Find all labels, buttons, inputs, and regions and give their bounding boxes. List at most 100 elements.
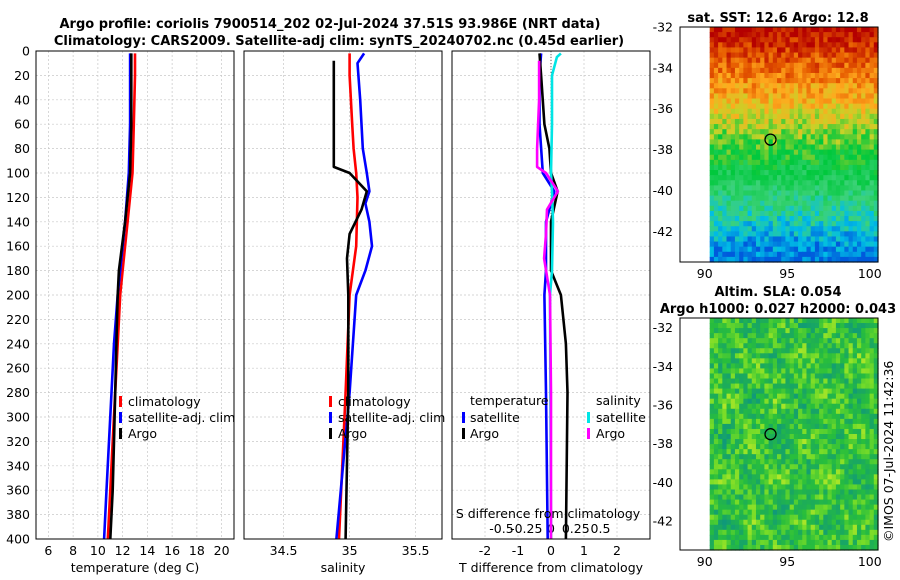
map-cell [793, 423, 799, 430]
map-cell [873, 108, 879, 115]
map-cell [823, 408, 829, 415]
map-cell [823, 78, 829, 84]
map-cell [755, 348, 761, 354]
map-cell [751, 524, 757, 531]
map-cell [751, 529, 757, 536]
map-cell [739, 67, 744, 74]
map-cell [751, 514, 757, 521]
map-cell [827, 328, 833, 334]
map-cell [802, 544, 808, 551]
map-cell [852, 504, 858, 511]
map-cell [848, 205, 854, 212]
map-cell [755, 444, 761, 450]
map-cell [869, 134, 875, 140]
map-cell [755, 154, 761, 161]
map-cell [781, 190, 787, 197]
map-cell [709, 323, 715, 329]
map-cell [856, 72, 862, 79]
map-cell [726, 103, 732, 110]
map-cell [743, 108, 749, 115]
map-cell [743, 241, 749, 248]
map-cell [722, 210, 728, 217]
map-cell [844, 428, 850, 435]
map-cell [781, 52, 787, 59]
map-cell [777, 408, 782, 415]
map-cell [755, 474, 761, 480]
map-cell [819, 479, 824, 486]
map-cell [739, 439, 744, 445]
map-cell [814, 185, 820, 192]
map-cell [743, 154, 749, 161]
map-cell [865, 103, 871, 110]
map-cell [785, 403, 791, 410]
map-cell [798, 124, 803, 130]
map-cell [743, 144, 749, 151]
map-cell [852, 484, 858, 491]
map-cell [806, 241, 812, 248]
map-cell [831, 124, 837, 130]
map-cell [835, 434, 841, 440]
map-cell [777, 544, 782, 551]
map-cell [844, 32, 850, 38]
map-cell [709, 251, 715, 258]
map-cell [760, 368, 765, 375]
map-cell [709, 78, 715, 84]
map-cell [819, 383, 824, 390]
map-cell [718, 514, 723, 521]
map-cell [814, 67, 820, 74]
map-cell [726, 190, 732, 197]
map-cell [751, 408, 757, 415]
map-cell [785, 534, 791, 541]
map-cell [768, 413, 774, 420]
map-cell [798, 88, 803, 95]
map-cell [856, 37, 862, 43]
map-cell [734, 403, 740, 410]
map-cell [730, 37, 736, 43]
map-cell [873, 373, 879, 380]
map-cell [873, 164, 879, 171]
map-cell [861, 529, 866, 536]
map-cell [709, 388, 715, 395]
map-cell [764, 134, 770, 140]
map-cell [789, 444, 795, 450]
map-cell [806, 434, 812, 440]
map-cell [751, 103, 757, 110]
map-cell [831, 139, 837, 146]
map-cell [844, 236, 850, 243]
map-cell [798, 333, 803, 339]
map-cell [844, 226, 850, 232]
map-cell [852, 175, 858, 181]
map-cell [755, 149, 761, 156]
map-cell [840, 403, 845, 410]
map-cell [739, 144, 744, 151]
map-cell [764, 154, 770, 161]
map-cell [798, 37, 803, 43]
map-cell [777, 118, 782, 125]
map-cell [747, 544, 753, 551]
map-cell [848, 154, 854, 161]
map-cell [831, 180, 837, 186]
map-cell [755, 129, 761, 135]
map-cell [789, 509, 795, 516]
map-cell [751, 418, 757, 425]
map-cell [747, 373, 753, 380]
map-cell [764, 348, 770, 354]
map-cell [819, 190, 824, 197]
map-cell [810, 124, 816, 130]
map-cell [734, 205, 740, 212]
map-cell [722, 358, 728, 364]
map-cell [806, 479, 812, 486]
map-cell [798, 449, 803, 455]
map-cell [873, 47, 879, 54]
map-cell [852, 318, 858, 324]
map-cell [743, 449, 749, 455]
map-cell [823, 170, 829, 176]
map-cell [865, 408, 871, 415]
map-cell [777, 459, 782, 465]
map-cell [768, 164, 774, 171]
map-cell [856, 449, 862, 455]
map-cell [819, 418, 824, 425]
map-cell [810, 378, 816, 385]
map-cell [709, 175, 715, 181]
map-cell [844, 185, 850, 192]
